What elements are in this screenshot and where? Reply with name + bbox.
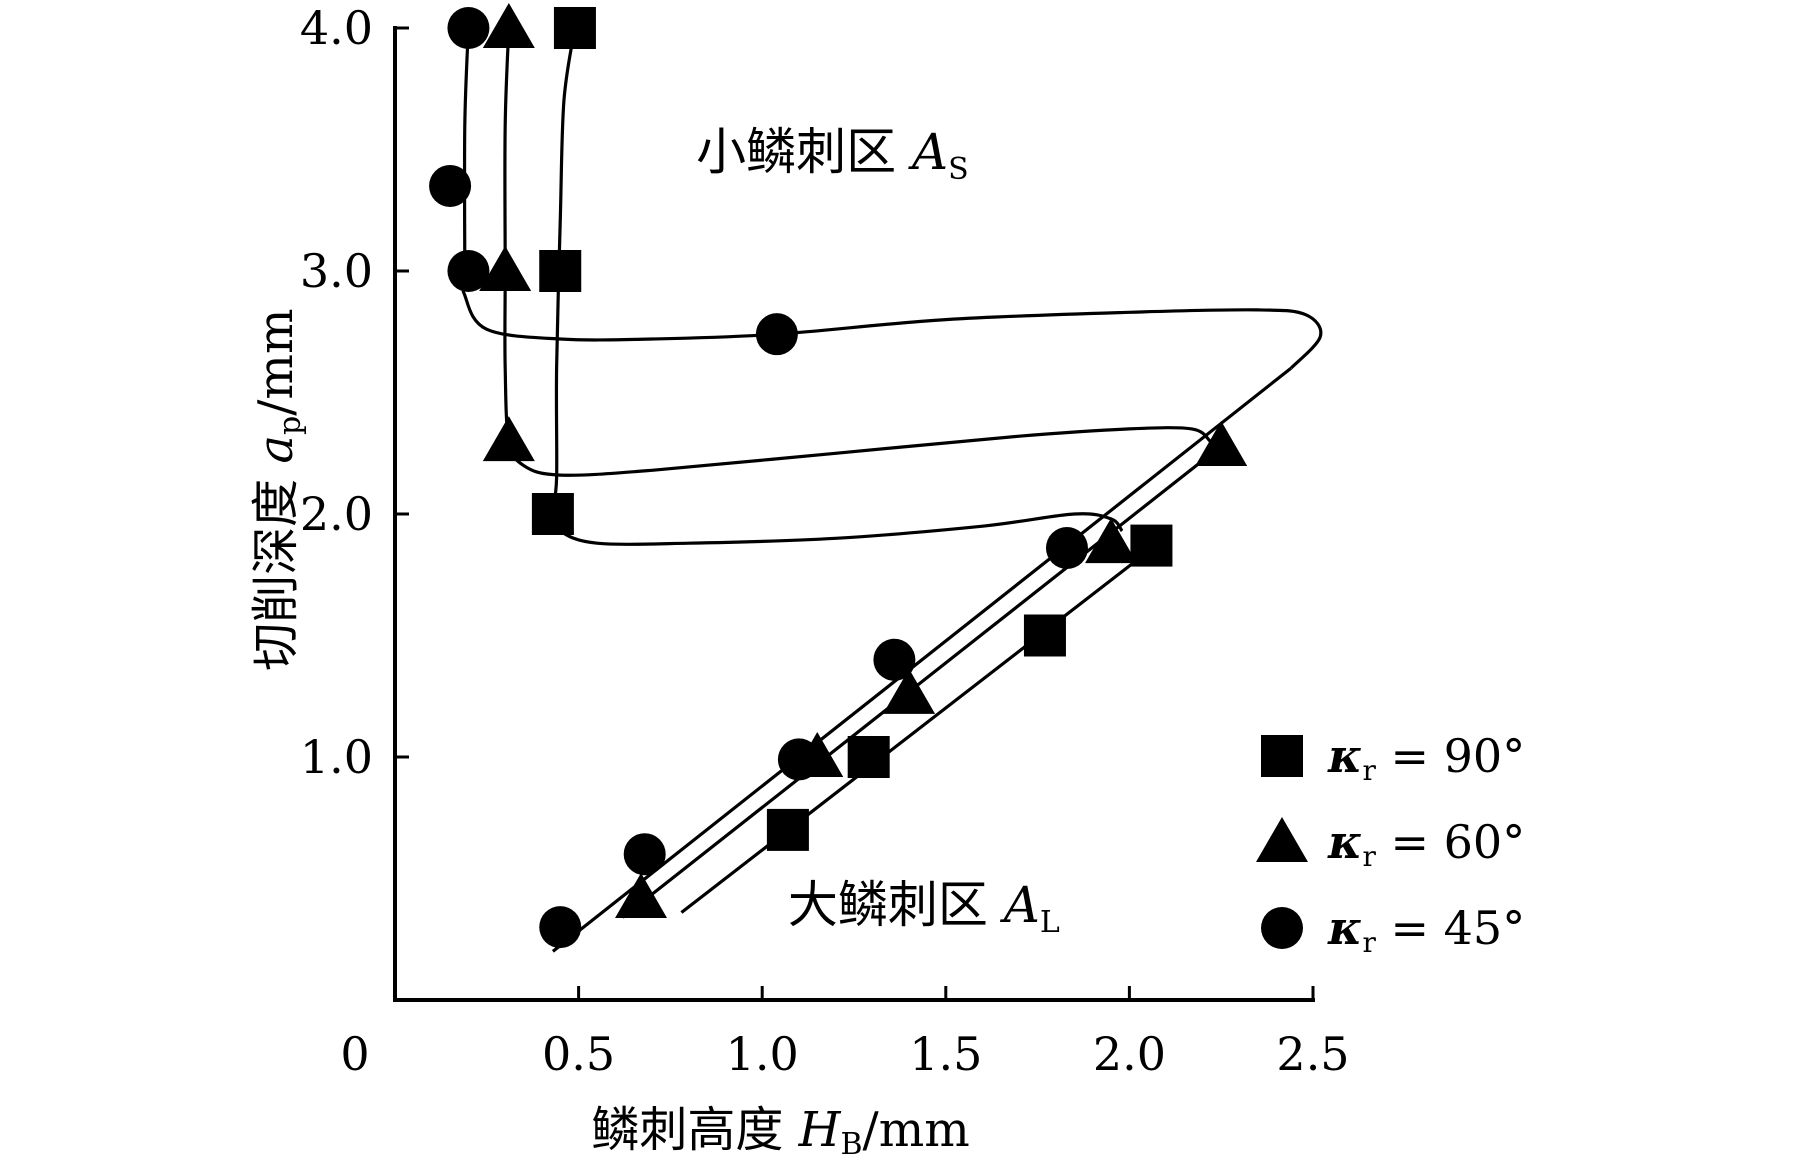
x-tick-label: 1.5	[909, 1027, 982, 1081]
legend-circle-label: κr = 45°	[1327, 901, 1525, 959]
x-axis-label-var: H	[798, 1102, 842, 1158]
circle-data-point	[447, 250, 490, 292]
square-data-point	[539, 250, 582, 292]
circle-data-point	[755, 313, 798, 356]
data-points	[429, 3, 1248, 949]
x-tick-label: 2.0	[1093, 1027, 1166, 1081]
triangle-data-point	[1195, 420, 1248, 466]
annotation-large-region-sub: L	[1040, 905, 1060, 940]
triangle-series-fit-line	[621, 444, 1223, 919]
y-tick-label: 3.0	[300, 244, 373, 298]
annotation-small-region: 小鳞刺区 AS	[696, 123, 969, 187]
x-axis-label: 鳞刺高度 HB/mm	[591, 1102, 969, 1162]
circle-data-point	[1045, 527, 1088, 570]
square-data-point	[531, 493, 574, 535]
y-axis-label: 切削深度 ap/mm	[248, 309, 308, 671]
legend: κr = 90° κr = 60° κr = 45°	[1256, 729, 1525, 959]
annotation-small-region-text: 小鳞刺区	[696, 123, 912, 181]
annotation-large-region-var: A	[1000, 876, 1040, 934]
square-data-point	[1023, 614, 1066, 657]
circle-data-point	[623, 833, 666, 876]
y-tick-label: 2.0	[300, 487, 373, 541]
legend-square-marker	[1261, 735, 1303, 777]
x-tick-label: 0.5	[542, 1027, 615, 1081]
fit-lines	[551, 366, 1292, 953]
circle-series-fit-line	[551, 366, 1292, 953]
triangle-data-point	[479, 246, 532, 291]
circle-series-curve	[461, 27, 1323, 370]
square-data-point	[847, 736, 890, 778]
square-data-point	[553, 7, 596, 49]
legend-square-label: κr = 90°	[1327, 729, 1525, 787]
annotation-large-region-text: 大鳞刺区	[788, 876, 1004, 934]
triangle-data-point	[482, 416, 535, 462]
annotation-small-region-var: A	[908, 123, 948, 181]
square-data-point	[1130, 524, 1173, 567]
triangle-data-point	[615, 872, 668, 918]
y-axis-label-text: 切削深度	[248, 464, 304, 671]
circle-data-point	[539, 906, 582, 949]
legend-triangle-marker	[1256, 817, 1308, 862]
square-data-point	[766, 808, 809, 851]
circle-data-point	[777, 738, 820, 781]
y-tick-label: 1.0	[300, 730, 373, 784]
square-series-curve	[551, 27, 1124, 546]
annotation-small-region-sub: S	[948, 152, 969, 187]
y-axis-label-var: a	[248, 435, 304, 464]
x-axis-label-unit: /mm	[863, 1102, 970, 1158]
legend-circle-marker	[1261, 907, 1303, 949]
x-tick-label: 0	[340, 1027, 369, 1081]
x-axis-label-sub: B	[840, 1127, 862, 1162]
triangle-data-point	[1085, 518, 1138, 564]
circle-data-point	[429, 164, 472, 207]
annotation-large-region: 大鳞刺区 AL	[788, 876, 1060, 940]
triangle-series-curve	[503, 27, 1212, 477]
triangle-data-point	[482, 3, 535, 48]
legend-triangle-label: κr = 60°	[1327, 815, 1525, 873]
circle-data-point	[447, 7, 490, 49]
triangle-data-point	[883, 668, 936, 714]
y-tick-label: 4.0	[300, 1, 373, 55]
circle-data-point	[873, 638, 916, 681]
y-axis-label-unit: /mm	[248, 309, 304, 416]
axis-ticks: 0 0.5 1.0 1.5 2.0 2.5 1.0 2.0 3.0 4.0	[300, 1, 1350, 1081]
x-axis-label-text: 鳞刺高度	[591, 1102, 798, 1158]
square-series-fit-line	[680, 541, 1160, 914]
x-tick-label: 1.0	[726, 1027, 799, 1081]
y-axis-label-sub: p	[273, 416, 308, 435]
x-tick-label: 2.5	[1276, 1027, 1349, 1081]
